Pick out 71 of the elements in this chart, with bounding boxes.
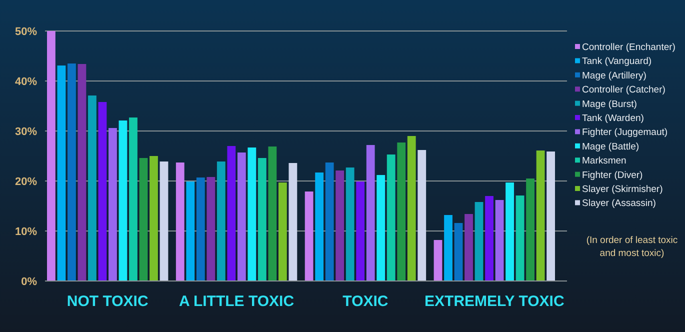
bar xyxy=(237,152,246,281)
legend-label: Mage (Burst) xyxy=(582,98,637,110)
y-tick-label: 10% xyxy=(14,226,38,238)
bar xyxy=(186,182,195,281)
bar xyxy=(129,118,138,281)
bar xyxy=(444,215,452,281)
bar xyxy=(536,150,545,281)
bar xyxy=(386,154,396,281)
bar xyxy=(160,162,168,281)
bar xyxy=(325,162,334,281)
y-tick-label: 0% xyxy=(21,276,38,288)
bar xyxy=(108,128,117,281)
legend-label: Mage (Artillery) xyxy=(582,70,646,82)
y-tick-label: 50% xyxy=(14,26,38,38)
bar xyxy=(118,120,128,281)
bar xyxy=(464,214,473,281)
bar xyxy=(57,66,66,281)
bar xyxy=(434,240,442,281)
legend-label: Controller (Enchanter) xyxy=(582,42,676,53)
bar xyxy=(216,162,226,281)
bar xyxy=(454,223,463,281)
legend-label: Tank (Warden) xyxy=(582,113,644,124)
text: (In order of least toxic and most toxic) xyxy=(586,235,678,259)
bar xyxy=(485,196,494,281)
bar xyxy=(356,182,365,281)
bar xyxy=(376,175,386,281)
bar xyxy=(474,202,484,281)
bar xyxy=(495,200,504,281)
x-tick-label: TOXIC xyxy=(342,293,388,310)
bar xyxy=(315,172,324,281)
legend-label: Slayer (Skirmisher) xyxy=(582,184,663,195)
y-tick-label: 20% xyxy=(14,176,38,188)
legend-label: Fighter (Diver) xyxy=(582,170,643,181)
bar xyxy=(68,64,76,281)
bar xyxy=(526,178,534,281)
bar xyxy=(47,31,56,281)
bar xyxy=(176,162,184,281)
bar xyxy=(346,168,354,281)
bar xyxy=(139,158,148,281)
bar xyxy=(258,158,266,281)
bar xyxy=(336,170,344,281)
bar xyxy=(196,178,205,281)
bar xyxy=(227,146,236,281)
bar xyxy=(516,196,524,281)
bar xyxy=(506,182,514,281)
bar xyxy=(150,156,158,281)
legend-label: Tank (Vanguard) xyxy=(582,56,652,68)
bar xyxy=(248,148,256,281)
bar xyxy=(366,145,375,281)
bar xyxy=(98,102,107,281)
bar xyxy=(268,146,277,281)
bar xyxy=(88,96,96,281)
bar xyxy=(304,192,314,281)
x-tick-label: NOT TOXIC xyxy=(66,293,148,310)
bar xyxy=(278,182,287,281)
y-tick-label: 30% xyxy=(14,126,38,138)
legend-label: Mage (Battle) xyxy=(582,141,640,152)
bar xyxy=(288,163,298,281)
bar xyxy=(546,152,555,281)
legend-label: Slayer (Assassin) xyxy=(582,198,656,210)
bar xyxy=(206,177,216,281)
legend-label: Marksmen xyxy=(582,156,626,167)
bar xyxy=(397,142,406,281)
bar xyxy=(407,136,416,281)
legend-label: Controller (Catcher) xyxy=(582,84,666,96)
legend-label: Fighter (Juggemaut) xyxy=(582,127,668,138)
bar xyxy=(78,64,86,281)
x-tick-label: EXTREMELY TOXIC xyxy=(424,293,564,310)
y-tick-label: 40% xyxy=(14,76,38,88)
x-tick-label: A LITTLE TOXIC xyxy=(179,293,294,310)
bar xyxy=(418,150,426,281)
